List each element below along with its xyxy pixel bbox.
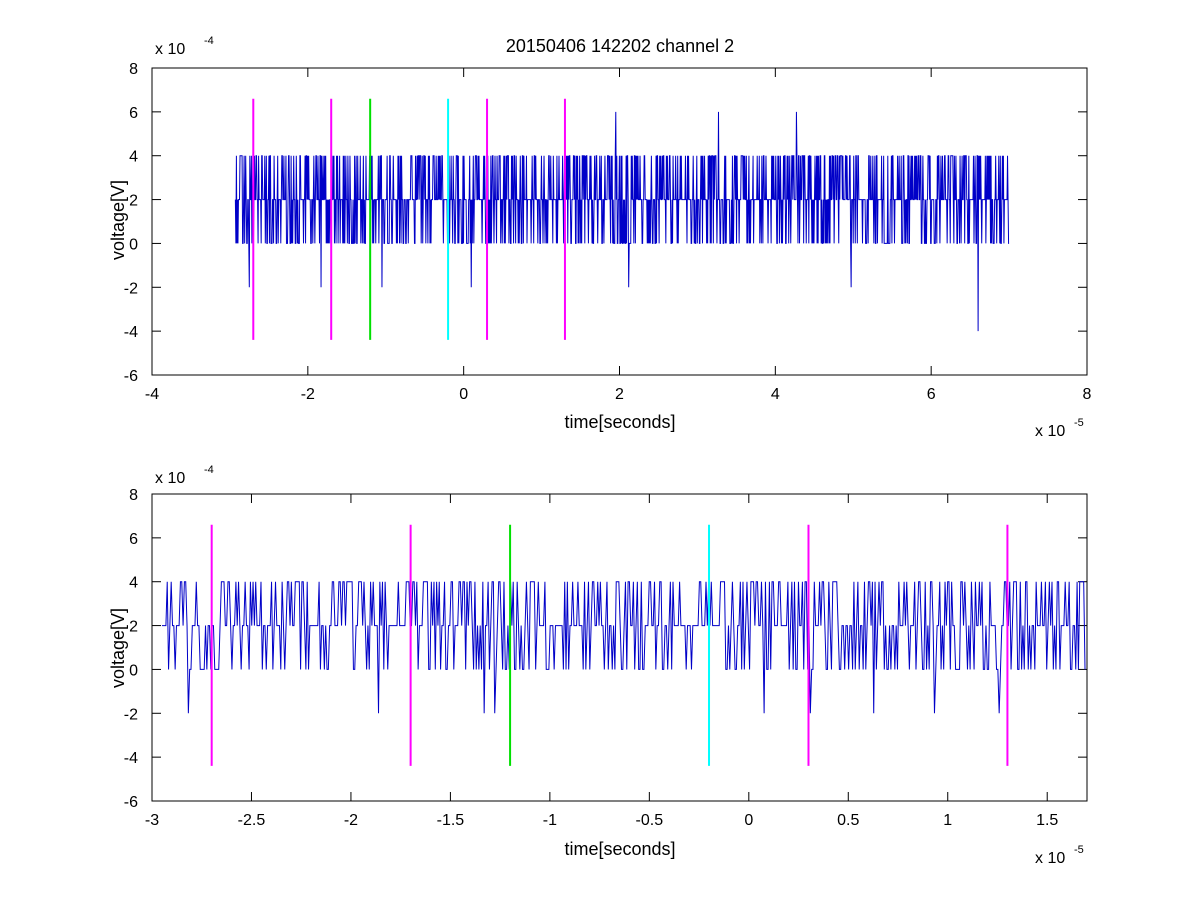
y-exponent: -4 xyxy=(204,464,214,476)
signal-series xyxy=(161,581,1086,714)
x-tick-label: 0 xyxy=(744,812,753,829)
y-tick-label: -4 xyxy=(124,324,138,341)
chart-title: 20150406 142202 channel 2 xyxy=(506,36,734,56)
y-tick-label: 0 xyxy=(129,236,138,253)
y-tick-label: -4 xyxy=(124,750,138,767)
y-exponent-label: x 10 -4 xyxy=(155,35,214,58)
y-tick-label: 4 xyxy=(129,575,138,592)
x-axis-label: time[seconds] xyxy=(564,412,675,432)
bottom-subplot: x 10 -4 x 10 -5 time[seconds] voltage[V]… xyxy=(108,464,1088,867)
y-tick-label: -6 xyxy=(124,794,138,811)
plot-area-frame xyxy=(151,67,1088,376)
x-axis-label: time[seconds] xyxy=(564,839,675,859)
x-exponent-label: x 10 -5 xyxy=(1035,417,1084,440)
event-markers xyxy=(252,98,566,340)
x-tick-label: 6 xyxy=(927,386,936,403)
x-tick-label: -2 xyxy=(301,386,315,403)
y-tick-label: 2 xyxy=(129,619,138,636)
y-tick-label: 0 xyxy=(129,662,138,679)
y-tick-label: 2 xyxy=(129,193,138,210)
x-tick-label: 0 xyxy=(459,386,468,403)
signal-series xyxy=(234,111,1010,332)
x-tick-label: 4 xyxy=(771,386,780,403)
top-subplot: 20150406 142202 channel 2 x 10 -4 x 10 -… xyxy=(108,35,1092,440)
x-tick-label: -0.5 xyxy=(636,812,664,829)
x-tick-label: -1.5 xyxy=(437,812,465,829)
signal-line xyxy=(161,581,1086,714)
x-exponent: -5 xyxy=(1074,417,1084,429)
y-multiplier: x 10 xyxy=(155,470,185,487)
x-tick-label: -2 xyxy=(344,812,358,829)
x-tick-label: -3 xyxy=(145,812,159,829)
x-tick-label: 1 xyxy=(943,812,952,829)
x-tick-label: 0.5 xyxy=(837,812,859,829)
y-tick-label: -6 xyxy=(124,368,138,385)
x-tick-label: -1 xyxy=(543,812,557,829)
y-tick-label: 6 xyxy=(129,105,138,122)
y-tick-label: -2 xyxy=(124,280,138,297)
x-exponent: -5 xyxy=(1074,844,1084,856)
x-tick-label: 8 xyxy=(1083,386,1092,403)
tick-labels: -3 -2.5 -2 -1.5 -1 -0.5 0 0.5 1 1.5 -6 -4 -2 0 2 4 6 8 xyxy=(124,487,1059,829)
y-tick-label: -2 xyxy=(124,706,138,723)
x-tick-label: 2 xyxy=(615,386,624,403)
y-exponent: -4 xyxy=(204,35,214,47)
x-tick-label: 1.5 xyxy=(1036,812,1058,829)
x-exponent-label: x 10 -5 xyxy=(1035,844,1084,867)
x-multiplier: x 10 xyxy=(1035,850,1065,867)
tick-labels: -4 -2 0 2 4 6 8 -6 -4 -2 0 2 4 6 8 xyxy=(124,61,1092,403)
y-multiplier: x 10 xyxy=(155,41,185,58)
plot-area-frame xyxy=(151,493,1088,802)
y-tick-label: 6 xyxy=(129,531,138,548)
y-axis-label: voltage[V] xyxy=(108,180,128,260)
y-exponent-label: x 10 -4 xyxy=(155,464,214,487)
event-markers xyxy=(210,524,1009,766)
x-multiplier: x 10 xyxy=(1035,423,1065,440)
signal-line xyxy=(234,111,1010,332)
y-tick-label: 8 xyxy=(129,61,138,78)
y-axis-label: voltage[V] xyxy=(108,608,128,688)
y-tick-label: 4 xyxy=(129,149,138,166)
y-tick-label: 8 xyxy=(129,487,138,504)
x-tick-label: -4 xyxy=(145,386,159,403)
x-tick-label: -2.5 xyxy=(238,812,266,829)
